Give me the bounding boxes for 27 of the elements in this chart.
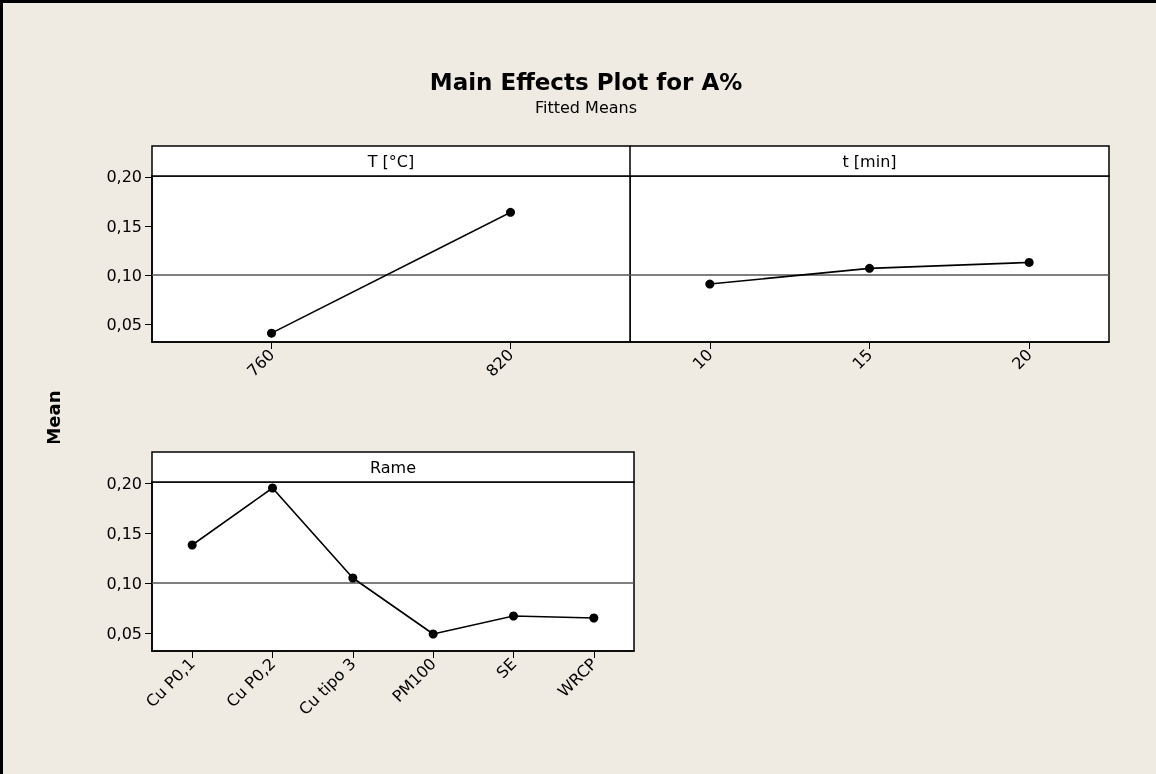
y-tick-label: 0,20 [106,473,142,493]
y-tick-label: 0,15 [106,216,142,236]
chart-subtitle: Fitted Means [534,97,638,117]
point [509,611,518,621]
x-axis-title: Rame [370,457,416,477]
x-axis-title: T [°C] [366,151,415,171]
x-tick-label: 760 [243,345,279,381]
y-axis-title: Mean [42,390,64,446]
x-tick-label: SE [492,654,521,683]
x-axis-title: t [min] [842,151,897,171]
point [268,483,277,493]
point [428,629,438,639]
y-tick-label: 0,20 [106,167,142,187]
x-tick-label: 20 [1008,345,1036,374]
y-tick-label: 0,15 [106,523,142,543]
point [187,540,197,550]
x-tick-label: 820 [482,345,518,381]
point [589,613,599,623]
point [348,573,358,583]
x-tick-label: 15 [848,345,877,374]
x-tick-label: 10 [688,345,717,374]
y-tick-label: 0,10 [106,573,142,593]
y-tick-label: 0,10 [106,265,142,285]
y-tick-label: 0,05 [106,623,142,643]
x-tick-label: Cu tipo 3 [295,654,360,719]
chart-title: Main Effects Plot for A% [429,68,743,95]
y-tick-label: 0,05 [106,314,142,334]
